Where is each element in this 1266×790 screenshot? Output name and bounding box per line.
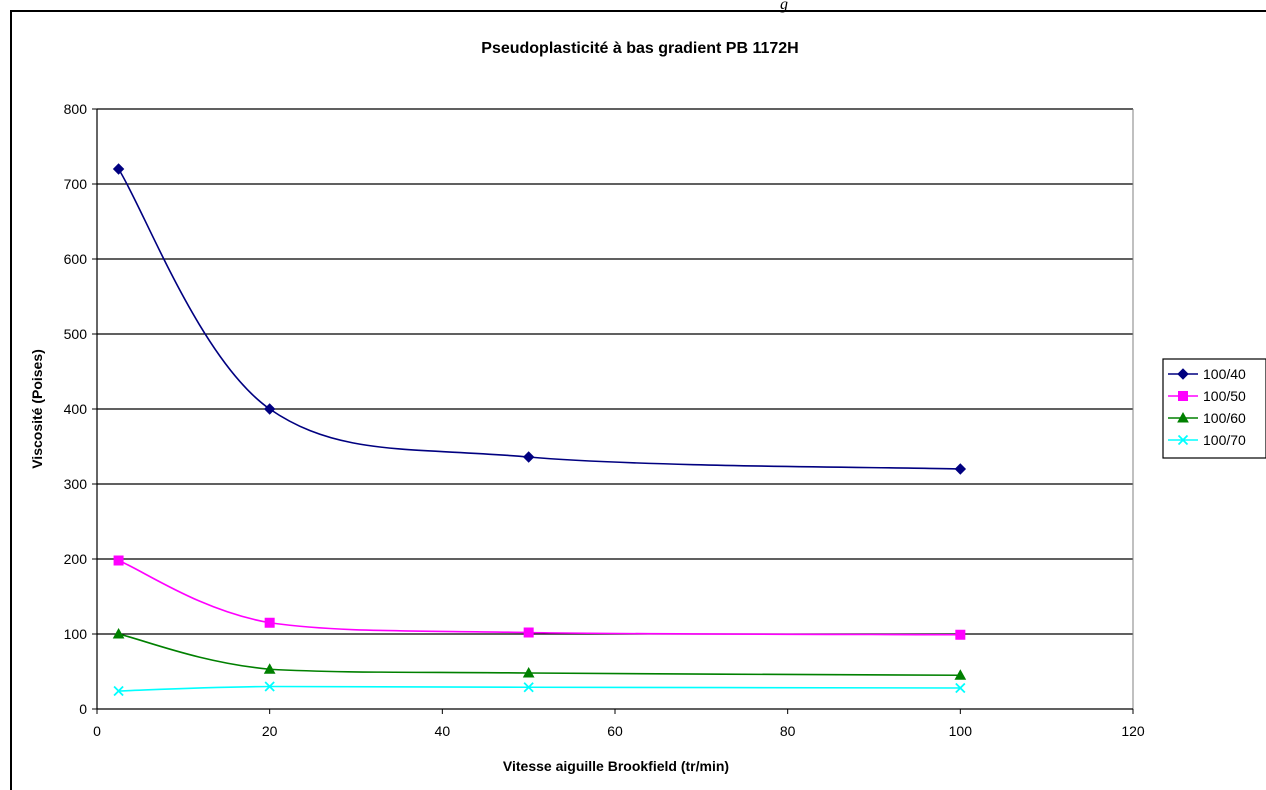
series-100-40	[112, 163, 967, 475]
plot-area: 0 100 200 300 400 500 600 700 800 0 20 40 60 80 100 120	[64, 101, 1145, 739]
legend-marker	[1177, 411, 1189, 423]
series-line	[118, 685, 961, 692]
x-axis-label: Vitesse aiguille Brookfield (tr/min)	[503, 758, 729, 774]
series-100-60	[112, 627, 967, 680]
x-tick-label: 120	[1121, 723, 1145, 739]
x-tick-label: 80	[780, 723, 796, 739]
data-point	[264, 617, 275, 628]
data-point	[522, 666, 535, 678]
y-tick-label: 0	[79, 701, 87, 717]
data-point	[112, 627, 125, 639]
legend-label: 100/40	[1203, 366, 1246, 382]
y-tick-label: 700	[64, 176, 88, 192]
series-100-50	[113, 555, 966, 640]
data-point	[955, 629, 966, 640]
y-tick-label: 800	[64, 101, 88, 117]
legend-label: 100/50	[1203, 388, 1246, 404]
data-point	[955, 682, 966, 694]
series-line	[118, 559, 961, 636]
header-fragment: g	[780, 0, 788, 13]
x-tick-label: 60	[607, 723, 623, 739]
y-axis-label: Viscosité (Poises)	[29, 349, 45, 469]
legend-item: 100/50	[1168, 388, 1246, 404]
y-tick-label: 300	[64, 476, 88, 492]
data-point	[523, 627, 534, 638]
x-tick-label: 0	[93, 723, 101, 739]
legend-label: 100/60	[1203, 410, 1246, 426]
y-tick-label: 400	[64, 401, 88, 417]
data-point	[954, 463, 967, 475]
series-100-70	[113, 681, 966, 697]
legend-label: 100/70	[1203, 432, 1246, 448]
y-tick-label: 600	[64, 251, 88, 267]
data-point	[264, 681, 275, 692]
y-tick-label: 200	[64, 551, 88, 567]
series-line	[117, 168, 961, 470]
legend-marker	[1178, 391, 1188, 401]
data-point	[523, 682, 534, 693]
legend-item: 100/40	[1168, 366, 1246, 382]
data-point	[263, 663, 276, 674]
data-point	[954, 669, 967, 680]
data-point	[112, 163, 125, 175]
legend: 100/40 100/50 100/60 100/70	[1162, 358, 1266, 459]
x-tick-label: 40	[435, 723, 451, 739]
legend-item: 100/60	[1168, 410, 1246, 426]
legend-marker	[1177, 368, 1189, 380]
data-point	[522, 451, 535, 463]
data-point	[113, 685, 124, 697]
x-tick-label: 100	[949, 723, 973, 739]
x-tick-label: 20	[262, 723, 278, 739]
y-tick-label: 500	[64, 326, 88, 342]
chart-frame	[10, 10, 1266, 790]
series-line	[118, 633, 961, 677]
chart-title: Pseudoplasticité à bas gradient PB 1172H	[481, 40, 798, 57]
data-point	[263, 403, 276, 415]
data-point	[113, 555, 124, 566]
legend-marker	[1177, 434, 1189, 446]
y-tick-label: 100	[64, 626, 88, 642]
legend-item: 100/70	[1168, 432, 1246, 448]
